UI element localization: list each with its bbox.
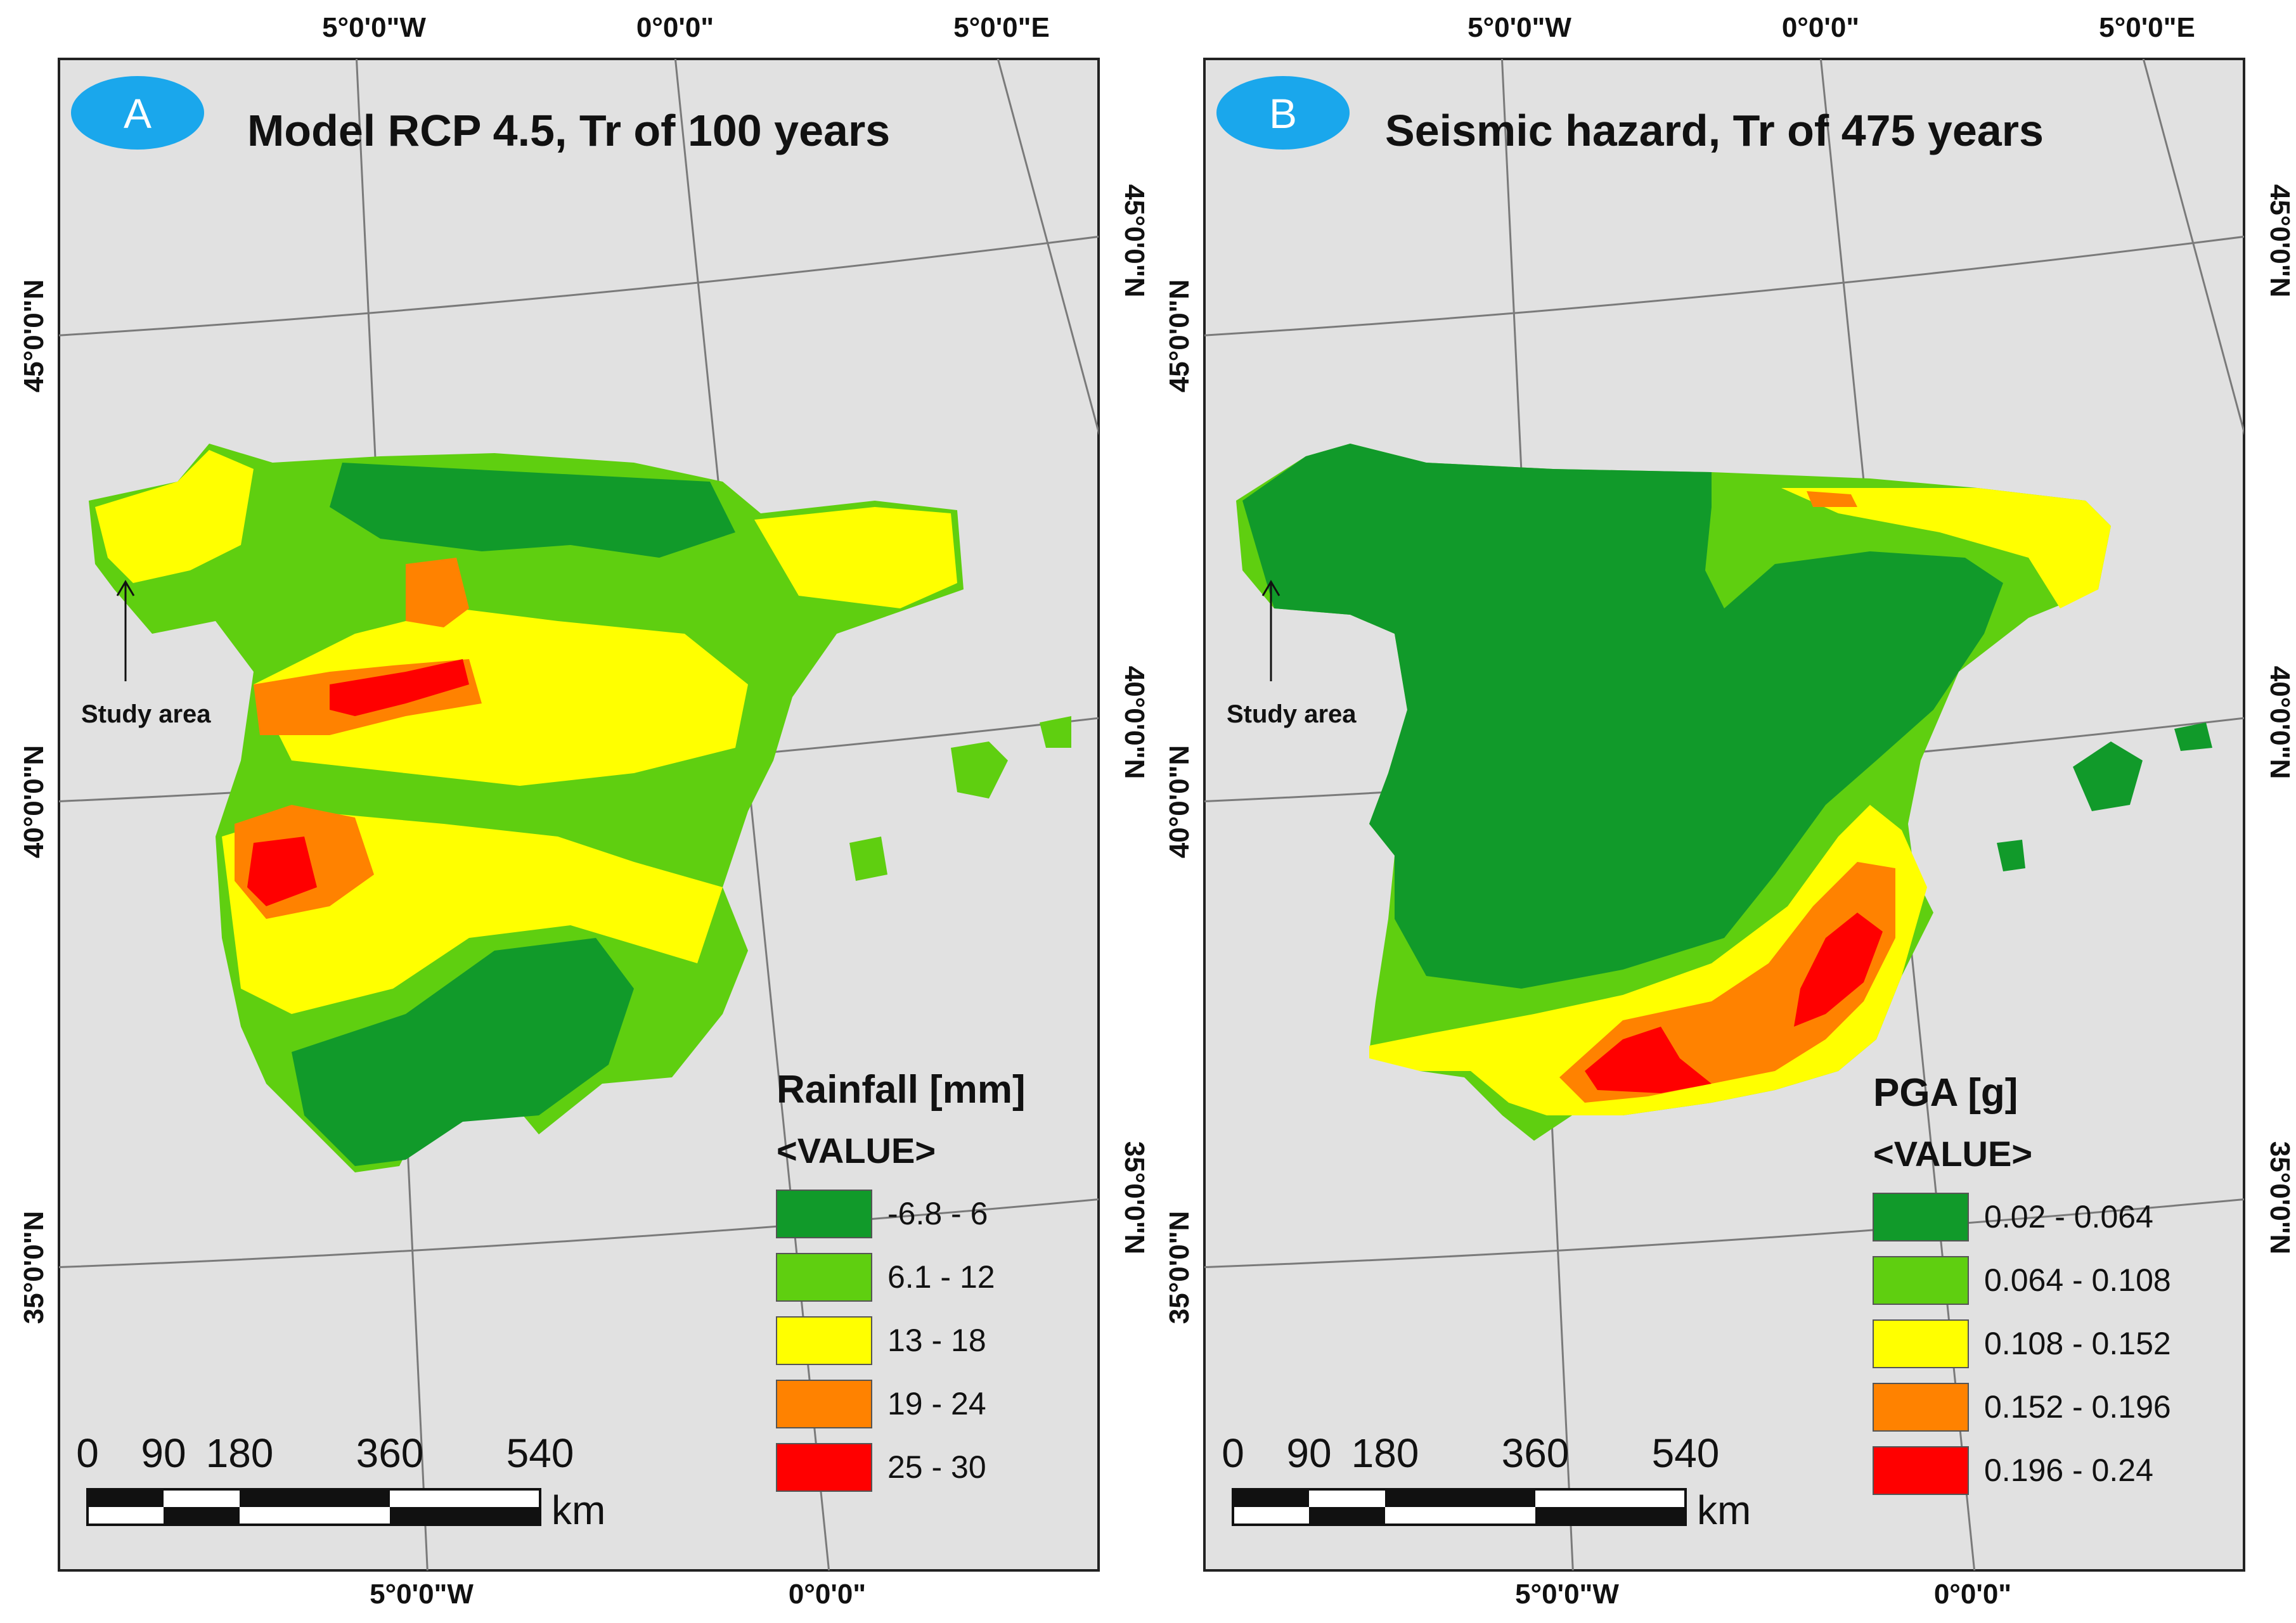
legend-subtitle: <VALUE>	[777, 1131, 936, 1171]
panel-a-legend: Rainfall [mm] <VALUE> -6.8 - 6 6.1 - 12 …	[776, 1068, 1026, 1492]
panel-b: Study area B Seismic hazard, Tr of 475 y…	[1164, 12, 2295, 1610]
legend-label-1: -6.8 - 6	[887, 1196, 988, 1231]
scale-label-180: 180	[1351, 1430, 1419, 1476]
legend-label-5: 0.196 - 0.24	[1984, 1453, 2153, 1488]
legend-swatch-5	[1873, 1446, 1969, 1495]
legend-swatch-3	[1873, 1319, 1969, 1368]
study-area-label: Study area	[81, 700, 211, 728]
panel-b-study-area: Study area	[1227, 580, 1357, 728]
yellow-central-band	[254, 608, 748, 786]
panel-b-right-label-2: 40°0'0"N	[2264, 666, 2295, 779]
scale-label-0: 0	[1222, 1430, 1244, 1476]
study-area-label: Study area	[1227, 700, 1357, 728]
yellow-northeast	[754, 507, 957, 608]
legend-label-2: 0.064 - 0.108	[1984, 1262, 2171, 1298]
panel-b-left-label-3: 35°0'0"N	[1164, 1211, 1195, 1325]
panel-a-left-label-3: 35°0'0"N	[18, 1211, 49, 1325]
scale-label-90: 90	[141, 1430, 186, 1476]
scale-label-540: 540	[506, 1430, 574, 1476]
arrow-up-icon	[116, 580, 135, 596]
scale-label-360: 360	[1502, 1430, 1570, 1476]
scale-label-90: 90	[1286, 1430, 1331, 1476]
legend-label-4: 19 - 24	[887, 1386, 986, 1421]
legend-title: PGA [g]	[1873, 1071, 2018, 1115]
panel-a-bottom-label-2: 0°0'0"	[789, 1579, 866, 1610]
panel-b-bottom-label-2: 0°0'0"	[1934, 1579, 2011, 1610]
panel-b-top-label-1: 5°0'0"W	[1467, 12, 1571, 43]
panel-b-seismic-map	[1236, 444, 2212, 1141]
panel-a-top-label-3: 5°0'0"E	[953, 12, 1050, 43]
balearic-islands	[1997, 722, 2212, 871]
panel-b-title: Seismic hazard, Tr of 475 years	[1385, 106, 2044, 155]
panel-b-right-label-3: 35°0'0"N	[2264, 1141, 2295, 1255]
red-granada	[1585, 1027, 1712, 1093]
yellow-northeast-band	[1781, 488, 2111, 608]
arrow-up-icon	[1261, 580, 1280, 596]
legend-label-5: 25 - 30	[887, 1449, 986, 1485]
legend-label-3: 13 - 18	[887, 1323, 986, 1358]
panel-a-badge-icon	[71, 76, 204, 150]
panel-a-right-label-3: 35°0'0"N	[1119, 1141, 1150, 1255]
panel-b-top-label-2: 0°0'0"	[1782, 12, 1859, 43]
legend-title: Rainfall [mm]	[777, 1068, 1026, 1112]
panel-a-scale-bar: 0 90 180 360 540 km	[76, 1430, 605, 1533]
panel-b-graticule	[1204, 59, 2244, 1570]
legend-swatch-3	[776, 1316, 872, 1365]
panel-b-badge-icon	[1216, 76, 1350, 150]
panel-a-bottom-label-1: 5°0'0"W	[370, 1579, 474, 1610]
dark-green-south	[292, 938, 634, 1166]
legend-swatch-1	[1873, 1193, 1969, 1241]
legend-label-2: 6.1 - 12	[887, 1259, 995, 1295]
legend-swatch-2	[1873, 1256, 1969, 1305]
panel-a-study-area: Study area	[81, 580, 211, 728]
panel-a-rainfall-map	[89, 444, 1071, 1172]
orange-pyrenees	[1807, 491, 1857, 507]
legend-swatch-1	[776, 1190, 872, 1238]
legend-swatch-4	[776, 1380, 872, 1428]
panel-b-bottom-label-1: 5°0'0"W	[1515, 1579, 1619, 1610]
legend-label-1: 0.02 - 0.064	[1984, 1199, 2153, 1235]
legend-label-3: 0.108 - 0.152	[1984, 1326, 2171, 1361]
scale-label-360: 360	[356, 1430, 424, 1476]
dark-green-north-band	[330, 463, 735, 558]
red-southwest	[247, 837, 317, 906]
panel-b-legend: PGA [g] <VALUE> 0.02 - 0.064 0.064 - 0.1…	[1873, 1071, 2171, 1495]
panel-b-left-label-2: 40°0'0"N	[1164, 745, 1195, 859]
panel-a-badge-label: A	[124, 90, 152, 137]
scale-label-540: 540	[1652, 1430, 1720, 1476]
scale-unit: km	[551, 1487, 605, 1533]
panel-b-right-label-1: 45°0'0"N	[2264, 184, 2295, 298]
panel-a-left-label-2: 40°0'0"N	[18, 745, 49, 859]
panel-a-title: Model RCP 4.5, Tr of 100 years	[247, 106, 890, 155]
panel-b-left-label-1: 45°0'0"N	[1164, 279, 1195, 393]
panel-b-badge-label: B	[1269, 90, 1297, 137]
panel-a-left-label-1: 45°0'0"N	[18, 279, 49, 393]
legend-label-4: 0.152 - 0.196	[1984, 1389, 2171, 1425]
panel-b-scale-bar: 0 90 180 360 540 km	[1222, 1430, 1751, 1533]
panel-a: Study area A Model RCP 4.5, Tr of 100 ye…	[18, 12, 1150, 1610]
legend-swatch-4	[1873, 1383, 1969, 1432]
panel-a-right-label-1: 45°0'0"N	[1119, 184, 1150, 298]
panel-a-top-label-1: 5°0'0"W	[322, 12, 426, 43]
legend-swatch-2	[776, 1253, 872, 1302]
legend-subtitle: <VALUE>	[1873, 1134, 2032, 1174]
panel-a-right-label-2: 40°0'0"N	[1119, 666, 1150, 779]
red-central	[330, 659, 469, 716]
scale-label-0: 0	[76, 1430, 99, 1476]
yellow-northwest	[95, 450, 254, 583]
scale-label-180: 180	[206, 1430, 274, 1476]
panel-b-top-label-3: 5°0'0"E	[2099, 12, 2195, 43]
panel-a-top-label-2: 0°0'0"	[636, 12, 714, 43]
red-murcia	[1794, 913, 1883, 1027]
dark-green-interior	[1242, 444, 2003, 989]
orange-north	[406, 558, 469, 627]
balearic-islands	[849, 716, 1071, 881]
scale-unit: km	[1697, 1487, 1751, 1533]
legend-swatch-5	[776, 1443, 872, 1492]
